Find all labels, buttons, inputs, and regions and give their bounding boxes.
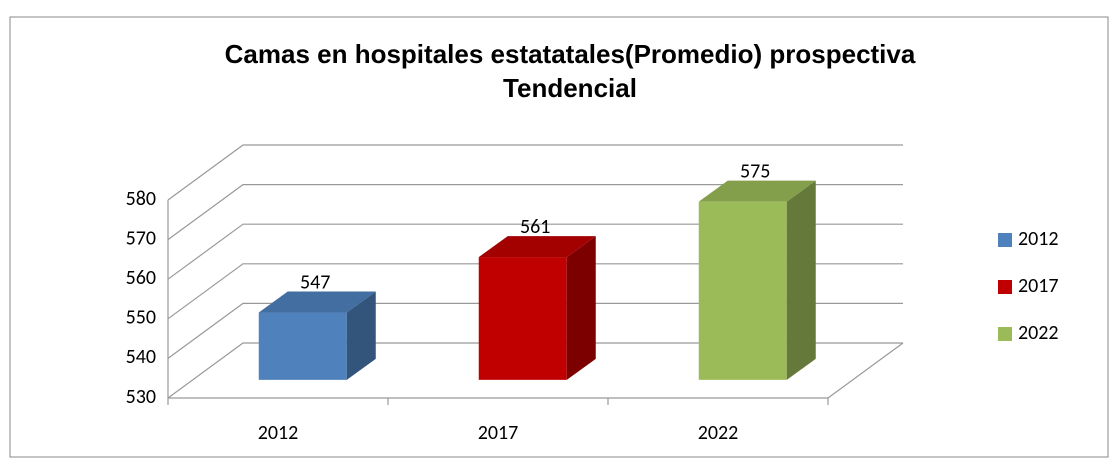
y-tick-label: 570: [126, 226, 156, 250]
bar-top: [258, 291, 376, 313]
x-tick-label: 2012: [258, 421, 299, 445]
bar-side: [566, 236, 596, 380]
bar-front: [698, 201, 787, 380]
legend-swatch: [998, 327, 1012, 341]
grid-line: [167, 342, 903, 399]
y-tick-label: 530: [126, 385, 156, 409]
bar-top: [478, 236, 596, 258]
legend-swatch: [998, 280, 1012, 294]
bar-front: [258, 312, 347, 380]
legend-label: 2017: [1018, 274, 1059, 298]
y-tick-label: 550: [126, 306, 156, 330]
y-tick-label: 540: [126, 345, 156, 369]
x-tick-label: 2017: [478, 421, 519, 445]
grid-line: [167, 263, 903, 320]
bar-front: [478, 257, 567, 380]
data-label: 547: [300, 270, 330, 294]
y-tick-label: 580: [126, 187, 156, 211]
grid-line: [167, 184, 903, 241]
bar-side: [346, 291, 376, 380]
legend-label: 2012: [1018, 227, 1059, 251]
legend-label: 2022: [1018, 321, 1059, 345]
chart-title: Camas en hospitales estatatales(Promedio…: [225, 39, 916, 69]
grid-line: [167, 144, 903, 201]
grid-line: [167, 223, 903, 280]
chart-title: Tendencial: [503, 73, 637, 103]
bar-side: [786, 180, 816, 380]
y-tick-label: 560: [126, 266, 156, 290]
x-tick-label: 2022: [698, 421, 739, 445]
bar-top: [698, 180, 816, 202]
data-label: 561: [520, 215, 550, 239]
grid-line: [167, 302, 903, 359]
legend-swatch: [998, 233, 1012, 247]
data-label: 575: [740, 159, 770, 183]
